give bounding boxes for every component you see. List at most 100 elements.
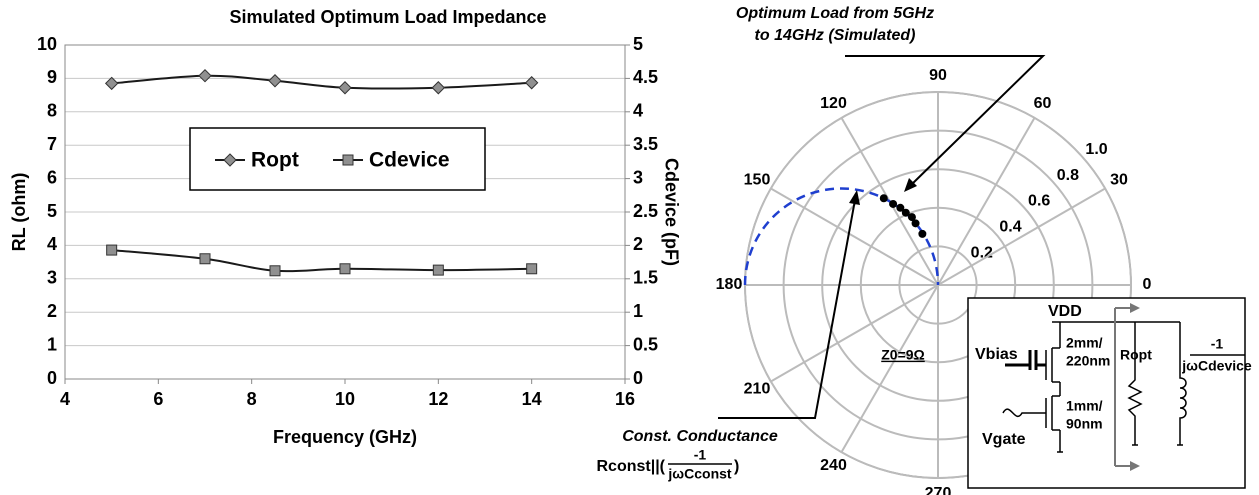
theta-tick-label: 150 xyxy=(744,172,771,189)
x-tick-label: 14 xyxy=(522,389,542,409)
marker xyxy=(432,264,444,276)
data-point xyxy=(896,203,905,212)
marker xyxy=(338,81,352,95)
circuit-label: Vbias xyxy=(975,346,1018,363)
theta-tick-label: 60 xyxy=(1034,95,1052,112)
marker xyxy=(268,74,282,88)
theta-tick-label: 90 xyxy=(929,67,947,84)
grid-spoke xyxy=(840,284,939,453)
y-tick-label: 4 xyxy=(47,234,57,254)
y-tick-label: 6 xyxy=(47,167,57,187)
y2-tick-label: 5 xyxy=(633,34,643,54)
data-point xyxy=(879,194,888,203)
marker xyxy=(339,263,351,275)
grid-spoke xyxy=(937,117,1036,286)
theta-tick-label: 30 xyxy=(1110,172,1128,189)
annotation: Optimum Load from 5GHz xyxy=(736,5,934,22)
formula: jωCconst xyxy=(667,466,732,482)
annotation-arrow xyxy=(718,199,856,419)
legend-marker xyxy=(342,154,354,166)
formula: Rconst||( xyxy=(596,458,665,475)
y2-tick-label: 0 xyxy=(633,368,643,388)
legend-label: Ropt xyxy=(251,149,299,172)
series-line xyxy=(111,249,532,273)
marker xyxy=(106,244,118,256)
data-point xyxy=(901,208,910,217)
circuit-label: Ropt xyxy=(1120,347,1152,363)
plot-frame xyxy=(64,44,626,380)
circuit-label: 2mm/ xyxy=(1066,335,1103,351)
circuit-label: jωCdevice xyxy=(1181,358,1252,374)
y2-axis-label: Cdevice (pF) xyxy=(661,158,681,266)
annotation: to 14GHz (Simulated) xyxy=(755,27,916,44)
marker xyxy=(524,76,539,90)
y-tick-label: 9 xyxy=(47,67,57,87)
annotation: Const. Conductance xyxy=(622,428,778,445)
y-tick-label: 0 xyxy=(47,368,57,388)
legend-label: Cdevice xyxy=(369,149,450,172)
grid-spoke xyxy=(770,284,939,383)
r-tick-label: 0.4 xyxy=(999,219,1021,236)
marker xyxy=(199,253,211,265)
x-tick-label: 8 xyxy=(247,389,257,409)
theta-tick-label: 240 xyxy=(820,457,847,474)
r-tick-label: 1.0 xyxy=(1085,141,1107,158)
chart-title: Simulated Optimum Load Impedance xyxy=(229,7,546,27)
marker xyxy=(269,265,281,277)
circuit-label: 90nm xyxy=(1066,416,1103,432)
x-axis-label: Frequency (GHz) xyxy=(273,427,417,447)
marker xyxy=(431,81,446,95)
marker xyxy=(104,76,119,91)
y-tick-label: 1 xyxy=(47,334,57,354)
y-axis-label: RL (ohm) xyxy=(9,173,29,252)
y2-tick-label: 2 xyxy=(633,234,643,254)
formula: ) xyxy=(734,458,739,475)
annotation: Z0=9Ω xyxy=(881,347,925,363)
y-tick-label: 10 xyxy=(37,34,57,54)
x-tick-label: 4 xyxy=(60,389,70,409)
annotation-arrow xyxy=(845,55,1046,187)
x-tick-label: 16 xyxy=(615,389,635,409)
conductance-curve xyxy=(743,187,940,286)
y2-tick-label: 3.5 xyxy=(633,134,658,154)
data-point xyxy=(907,213,916,222)
r-tick-label: 0.8 xyxy=(1057,167,1079,184)
data-point xyxy=(889,199,898,208)
theta-tick-label: 180 xyxy=(716,276,743,293)
circuit-label: Vgate xyxy=(982,431,1026,448)
y-tick-label: 7 xyxy=(47,134,57,154)
x-tick-label: 10 xyxy=(335,389,355,409)
theta-tick-label: 120 xyxy=(820,95,847,112)
arrow-head xyxy=(904,178,917,192)
data-point xyxy=(918,229,927,238)
marker xyxy=(526,263,538,275)
circuit-label: VDD xyxy=(1048,303,1082,320)
grid-spoke xyxy=(770,187,939,286)
y2-tick-label: 1 xyxy=(633,301,643,321)
theta-tick-label: 0 xyxy=(1143,276,1152,293)
series-line xyxy=(111,74,532,90)
marker xyxy=(198,69,212,83)
y2-tick-label: 0.5 xyxy=(633,334,658,354)
circuit-label: 220nm xyxy=(1066,353,1110,369)
grid-spoke xyxy=(937,187,1106,286)
y2-tick-label: 4 xyxy=(633,101,643,121)
y2-tick-label: 1.5 xyxy=(633,268,658,288)
circuit-label: 1mm/ xyxy=(1066,398,1103,414)
data-point xyxy=(911,219,920,228)
y-tick-label: 8 xyxy=(47,101,57,121)
r-tick-label: 0.6 xyxy=(1028,193,1050,210)
y2-tick-label: 2.5 xyxy=(633,201,658,221)
theta-tick-label: 210 xyxy=(744,381,771,398)
y2-tick-label: 4.5 xyxy=(633,67,658,87)
x-tick-label: 6 xyxy=(153,389,163,409)
y2-tick-label: 3 xyxy=(633,167,643,187)
arrow-head xyxy=(849,190,860,205)
y-tick-label: 3 xyxy=(47,268,57,288)
legend-marker xyxy=(223,153,237,167)
formula: -1 xyxy=(694,447,707,463)
x-tick-label: 12 xyxy=(428,389,448,409)
y-tick-label: 5 xyxy=(47,201,57,221)
